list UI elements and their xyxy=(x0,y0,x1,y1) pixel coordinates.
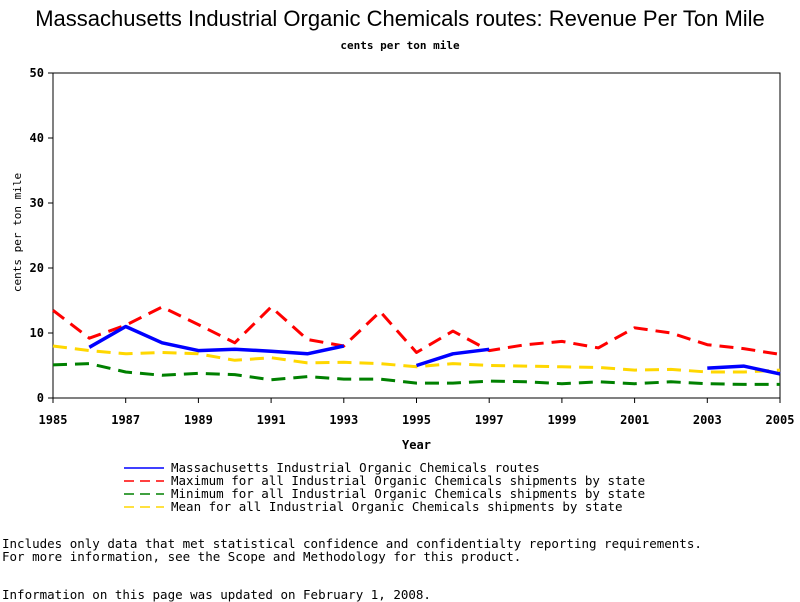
x-tick-label: 1991 xyxy=(257,413,286,427)
chart-legend: Massachusetts Industrial Organic Chemica… xyxy=(124,460,645,514)
x-tick-label: 1987 xyxy=(111,413,140,427)
x-tick-label: 1999 xyxy=(547,413,576,427)
legend-label: Mean for all Industrial Organic Chemical… xyxy=(171,499,623,514)
y-tick-label: 0 xyxy=(37,391,44,405)
chart-axes: 0 10 20 30 40 50 1985 1987 1989 1991 1993 1995 1997 1… xyxy=(30,66,795,427)
x-tick-label: 1993 xyxy=(329,413,358,427)
y-tick-label: 10 xyxy=(30,326,44,340)
x-tick-label: 1997 xyxy=(475,413,504,427)
chart-series xyxy=(52,305,781,386)
updated-note: Information on this page was updated on … xyxy=(2,587,431,602)
plot-frame xyxy=(52,72,781,399)
y-tick-label: 40 xyxy=(30,131,44,145)
y-tick-label: 30 xyxy=(30,196,44,210)
legend-label: Maximum for all Industrial Organic Chemi… xyxy=(171,473,645,488)
legend-label: Massachusetts Industrial Organic Chemica… xyxy=(171,460,540,475)
x-tick-label: 2005 xyxy=(766,413,795,427)
x-tick-label: 2001 xyxy=(620,413,649,427)
y-tick-label: 20 xyxy=(30,261,44,275)
series-line xyxy=(52,362,780,386)
methodology-note: For more information, see the Scope and … xyxy=(2,549,522,564)
x-tick-label: 1985 xyxy=(39,413,68,427)
series-line xyxy=(88,324,345,356)
series-line xyxy=(52,305,781,356)
legend-label: Minimum for all Industrial Organic Chemi… xyxy=(171,486,645,501)
chart-subtitle: cents per ton mile xyxy=(340,39,460,52)
x-axis-label: Year xyxy=(402,438,431,452)
y-axis-label: cents per ton mile xyxy=(11,173,24,292)
x-tick-label: 2003 xyxy=(693,413,722,427)
chart-title: Massachusetts Industrial Organic Chemica… xyxy=(35,6,765,31)
confidence-note: Includes only data that met statistical … xyxy=(2,536,702,551)
series-line xyxy=(415,347,490,368)
series-line xyxy=(52,344,781,374)
x-tick-label: 1995 xyxy=(402,413,431,427)
y-tick-label: 50 xyxy=(30,66,44,80)
x-tick-label: 1989 xyxy=(184,413,213,427)
series-line xyxy=(707,364,781,376)
